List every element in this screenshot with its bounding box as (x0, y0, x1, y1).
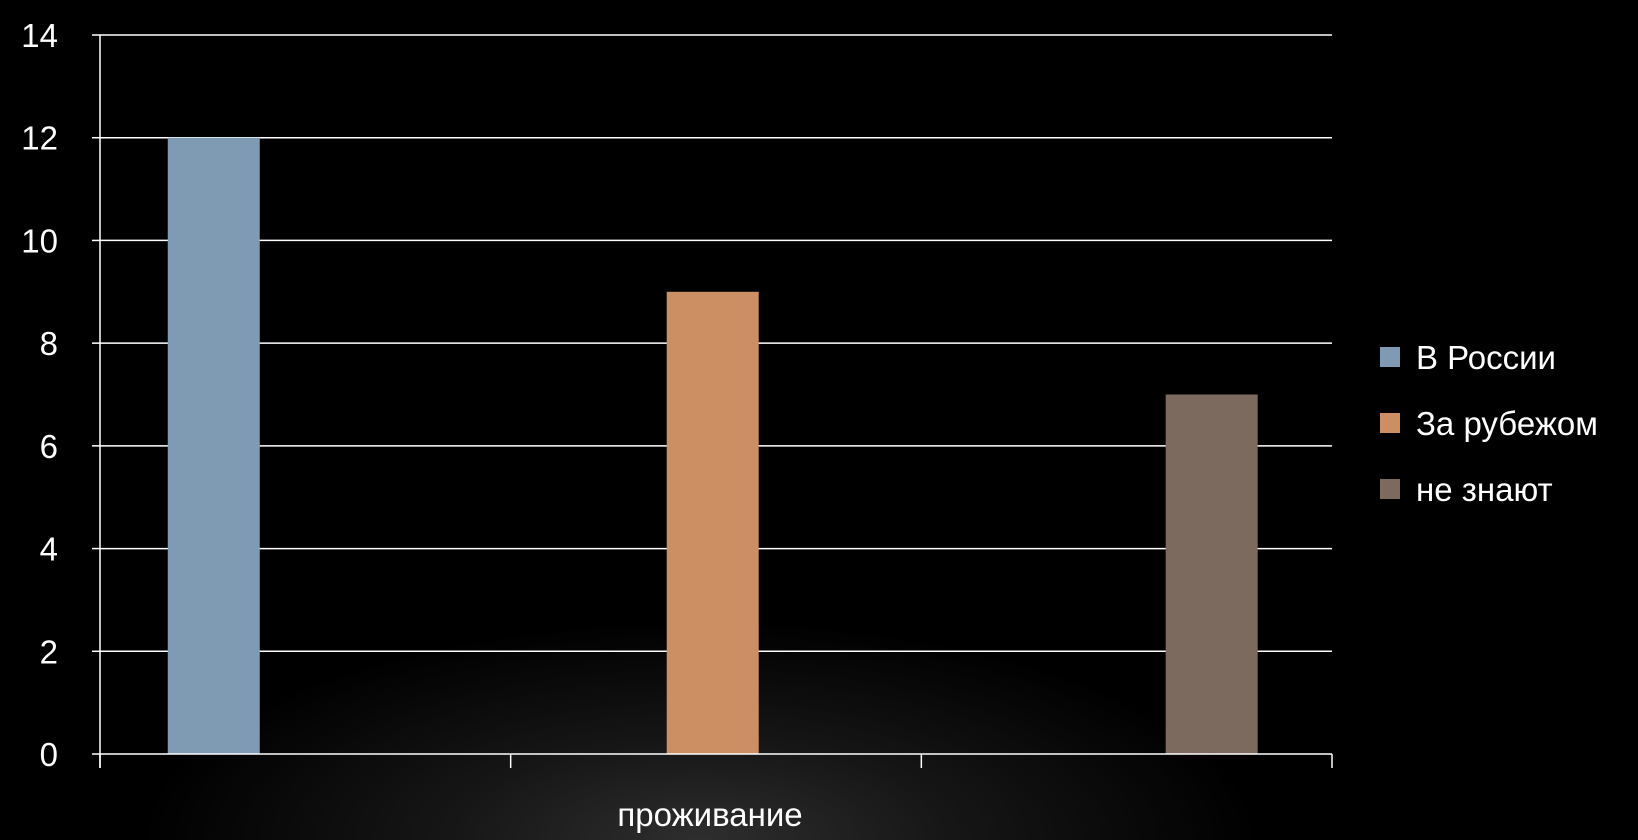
y-tick-label: 6 (40, 428, 58, 465)
y-tick-label: 2 (40, 633, 58, 670)
legend-swatch (1380, 479, 1400, 499)
bar-3 (1165, 394, 1258, 754)
y-tick-label: 12 (21, 120, 58, 157)
axes (92, 34, 1333, 768)
x-axis-title: проживание (617, 796, 802, 833)
y-tick-label: 10 (21, 222, 58, 259)
legend-swatch (1380, 347, 1400, 367)
y-tick-labels: 0 2 4 6 8 10 12 14 (21, 17, 58, 773)
y-tick-label: 8 (40, 325, 58, 362)
bars (167, 137, 1258, 754)
legend-label: За рубежом (1416, 405, 1598, 442)
legend: В России За рубежом не знают (1380, 339, 1598, 508)
bar-2 (666, 291, 759, 754)
legend-label: В России (1416, 339, 1556, 376)
y-tick-label: 0 (40, 736, 58, 773)
y-tick-label: 4 (40, 531, 58, 568)
legend-swatch (1380, 413, 1400, 433)
y-tick-label: 14 (21, 17, 58, 54)
bar-1 (167, 137, 260, 754)
legend-label: не знают (1416, 471, 1553, 508)
